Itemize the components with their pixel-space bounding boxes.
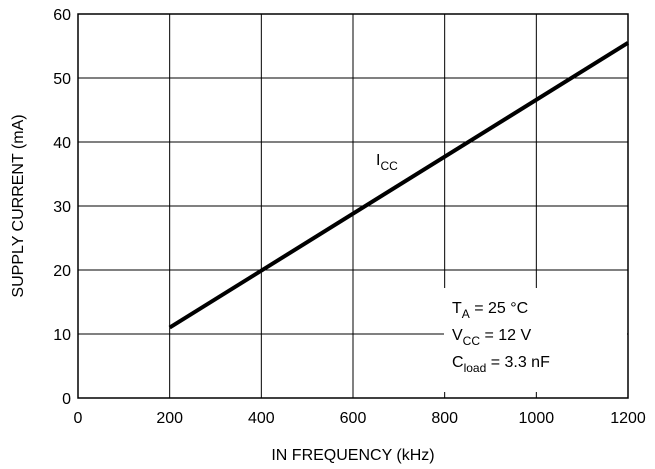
x-tick-label: 600 bbox=[340, 410, 367, 427]
series-layer bbox=[168, 41, 630, 330]
x-tick-label: 200 bbox=[156, 410, 183, 427]
y-tick-label: 20 bbox=[53, 263, 71, 280]
y-tick-label: 30 bbox=[53, 199, 71, 216]
plot-frame bbox=[77, 13, 629, 399]
grid bbox=[78, 14, 628, 398]
y-tick-label: 10 bbox=[53, 327, 71, 344]
x-tick-label: 400 bbox=[248, 410, 275, 427]
y-axis-title: SUPPLY CURRENT (mA) bbox=[10, 114, 27, 297]
y-tick-label: 40 bbox=[53, 135, 71, 152]
series-label-icc: ICC bbox=[376, 152, 398, 173]
condition-cload: Cload = 3.3 nF bbox=[452, 354, 550, 375]
x-tick-label: 1200 bbox=[610, 410, 646, 427]
annotation-box bbox=[444, 288, 627, 392]
y-tick-label: 60 bbox=[53, 7, 71, 24]
y-tick-label: 50 bbox=[53, 71, 71, 88]
x-tick-label: 1000 bbox=[519, 410, 555, 427]
condition-ta: TA = 25 °C bbox=[452, 300, 528, 321]
x-tick-label: 0 bbox=[74, 410, 83, 427]
x-tick-label: 800 bbox=[431, 410, 458, 427]
series-line-icc bbox=[168, 41, 630, 330]
condition-vcc: VCC = 12 V bbox=[452, 327, 531, 348]
tick-labels: 0 200 400 600 800 1000 1200 0 10 20 30 40 50 60 bbox=[53, 7, 646, 427]
y-tick-label: 0 bbox=[62, 391, 71, 408]
x-axis-title: IN FREQUENCY (kHz) bbox=[271, 447, 434, 464]
